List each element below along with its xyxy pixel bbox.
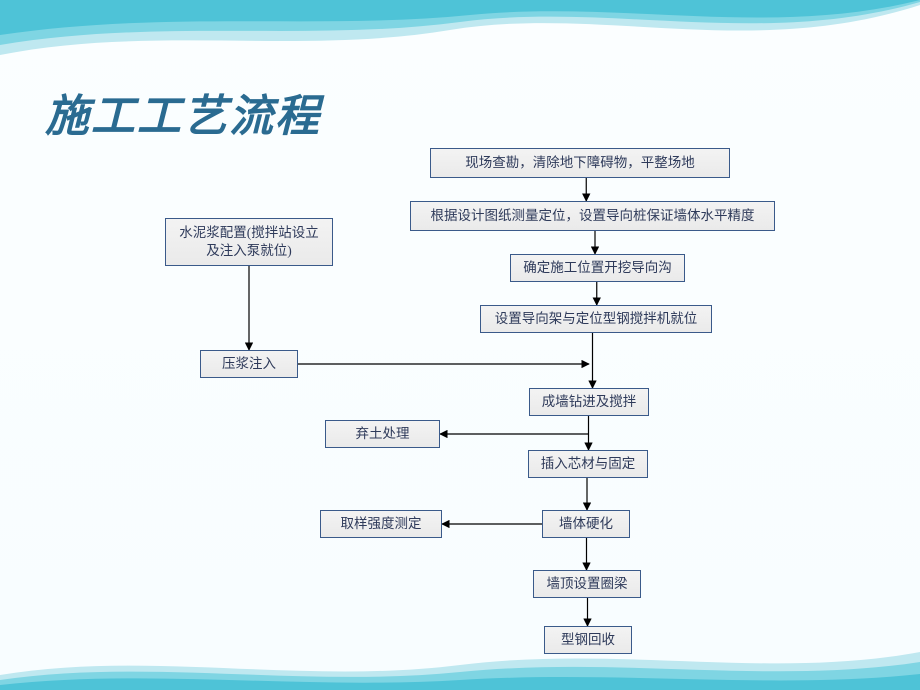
flowchart-node-n3: 确定施工位置开挖导向沟 bbox=[510, 254, 685, 282]
flowchart-node-n1: 现场查勘，清除地下障碍物，平整场地 bbox=[430, 148, 730, 178]
slide-title: 施工工艺流程 bbox=[45, 80, 321, 144]
flowchart-node-n2: 根据设计图纸测量定位，设置导向桩保证墙体水平精度 bbox=[410, 201, 775, 231]
flowchart-node-n5: 成墙钻进及搅拌 bbox=[529, 388, 649, 416]
flowchart-node-n8: 墙顶设置圈梁 bbox=[533, 570, 641, 598]
flowchart-node-n13: 取样强度测定 bbox=[320, 510, 442, 538]
flowchart-node-n9: 型钢回收 bbox=[544, 626, 632, 654]
flowchart-node-n12: 弃土处理 bbox=[325, 420, 440, 448]
flowchart-node-n6: 插入芯材与固定 bbox=[528, 450, 648, 478]
flowchart-node-n11: 压浆注入 bbox=[200, 350, 298, 378]
flowchart-node-n10: 水泥浆配置(搅拌站设立及注入泵就位) bbox=[165, 218, 333, 266]
flowchart-node-n7: 墙体硬化 bbox=[542, 510, 630, 538]
wave-bottom-decoration bbox=[0, 640, 920, 690]
wave-top-decoration bbox=[0, 0, 920, 70]
flowchart-node-n4: 设置导向架与定位型钢搅拌机就位 bbox=[480, 305, 712, 333]
slide-container: 施工工艺流程 现场查勘，清除地下障碍物，平整场地根据设计图纸测量定位，设置导向桩… bbox=[0, 0, 920, 690]
